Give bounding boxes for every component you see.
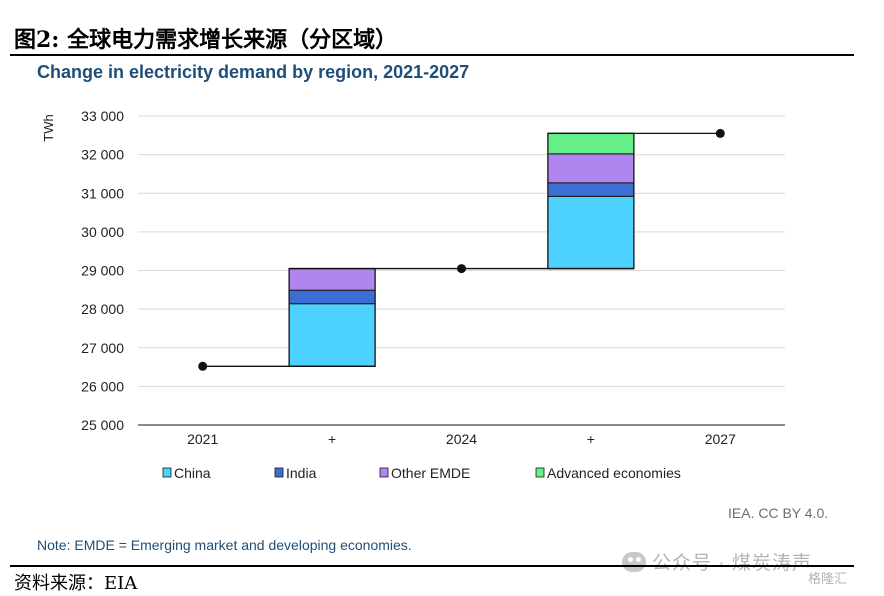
y-tick-label: 26 000 xyxy=(81,378,124,394)
bar-segment xyxy=(547,195,635,270)
watermark-text: 公众号 · 煤炭涛声 xyxy=(652,553,812,574)
y-tick-label: 27 000 xyxy=(81,340,124,356)
bar-segment xyxy=(547,153,635,184)
y-tick-label: 33 000 xyxy=(81,108,124,124)
y-tick-label: 31 000 xyxy=(81,185,124,201)
legend-swatch xyxy=(535,467,545,478)
wechat-icon xyxy=(622,552,646,572)
legend-label: India xyxy=(286,465,317,481)
chart-note: Note: EMDE = Emerging market and develop… xyxy=(37,537,412,553)
watermark: 公众号 · 煤炭涛声 xyxy=(622,548,812,575)
legend-swatch xyxy=(274,467,284,478)
total-point xyxy=(715,128,725,138)
legend-label: Other EMDE xyxy=(391,465,470,481)
y-tick-label: 25 000 xyxy=(81,417,124,433)
total-point xyxy=(457,264,466,274)
bar-segment xyxy=(288,303,376,367)
y-tick-label: 32 000 xyxy=(81,147,124,163)
top-divider xyxy=(10,54,854,56)
bar-segment xyxy=(547,182,635,197)
y-tick-labels: 25 000 26 000 27 000 28 000 29 000 30 000 31 0… xyxy=(81,108,124,433)
x-tick-label: 2021 xyxy=(187,431,218,447)
credit-text: IEA. CC BY 4.0. xyxy=(728,505,829,521)
bar-segment xyxy=(288,268,376,291)
bottom-divider xyxy=(10,565,854,567)
connector-lines xyxy=(202,132,721,367)
chart-title: Change in electricity demand by region, … xyxy=(37,62,470,82)
y-axis-label: TWh xyxy=(41,114,56,141)
y-tick-label: 29 000 xyxy=(81,263,124,279)
x-tick-label: 2024 xyxy=(446,431,477,447)
legend-label: Advanced economies xyxy=(547,465,681,481)
x-tick-label: + xyxy=(587,431,595,447)
watermark-badge: 格隆汇 xyxy=(808,571,848,586)
x-tick-labels: 2021 +2024 +2027 xyxy=(187,431,736,447)
bars xyxy=(288,132,635,367)
legend: China India Other EMDE Advanced economies xyxy=(162,465,681,481)
y-tick-label: 30 000 xyxy=(81,224,124,240)
legend-swatch xyxy=(162,467,172,478)
legend-label: China xyxy=(174,465,211,481)
legend-swatch xyxy=(379,467,389,478)
x-tick-label: 2027 xyxy=(705,431,736,447)
y-tick-label: 28 000 xyxy=(81,301,124,317)
total-point xyxy=(198,361,208,371)
bar-segment xyxy=(288,289,376,305)
bar-segment xyxy=(547,132,635,155)
gridlines xyxy=(138,115,785,387)
total-points xyxy=(198,128,725,371)
source-text: 资料来源：EIA xyxy=(14,573,138,594)
figure-title: 图2: 全球电力需求增长来源（分区域） xyxy=(14,27,398,53)
x-tick-label: + xyxy=(328,431,336,447)
